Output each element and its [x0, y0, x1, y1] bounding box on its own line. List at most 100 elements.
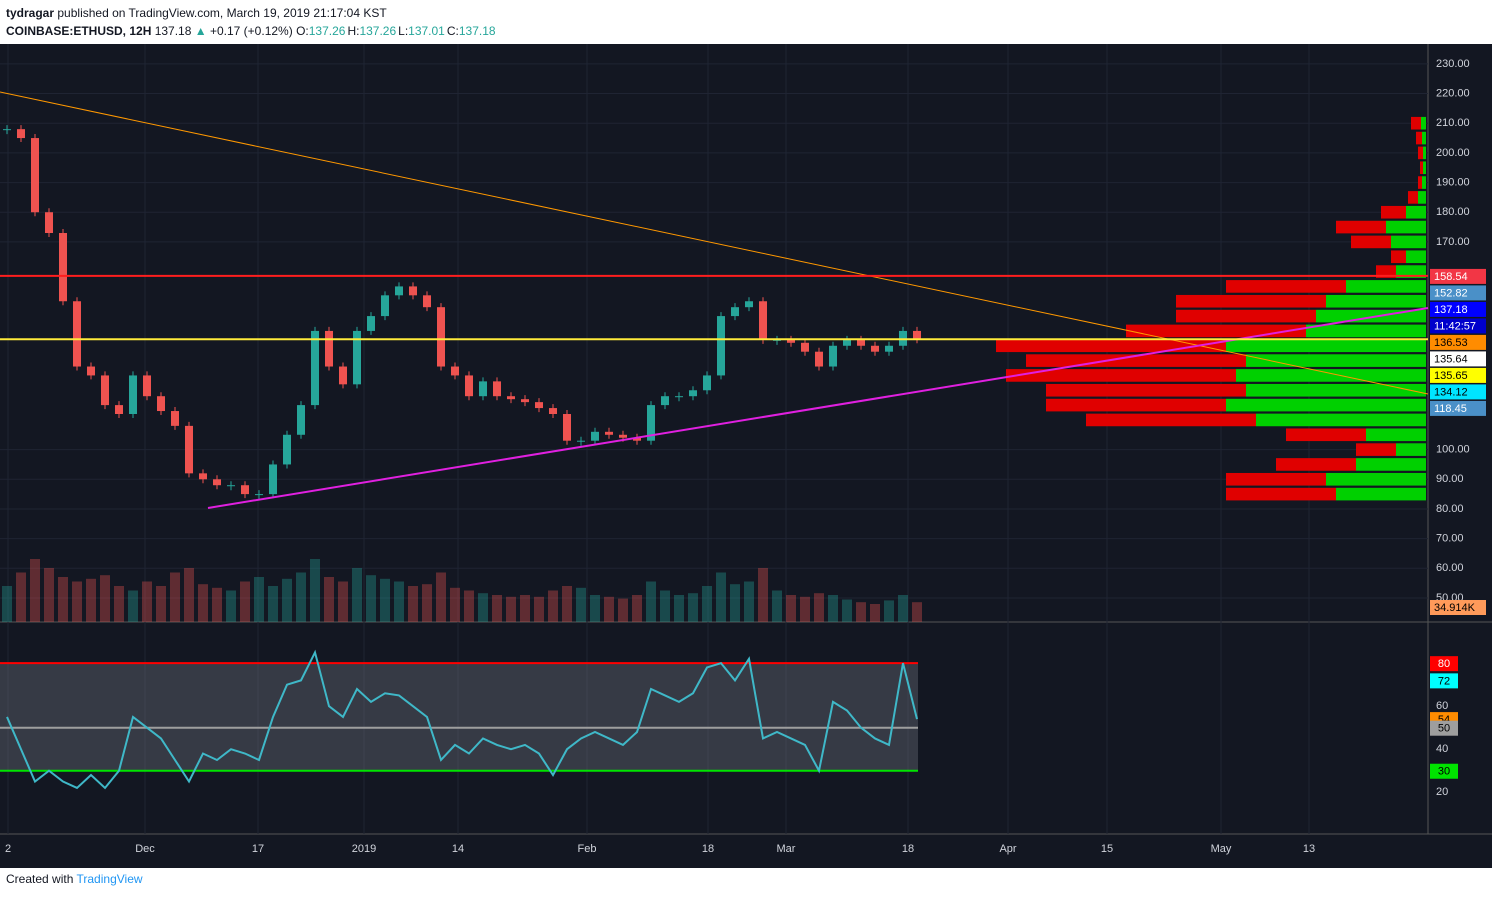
profile-down — [1176, 309, 1316, 323]
candle — [843, 339, 851, 346]
volume-bar — [310, 559, 320, 622]
candle — [73, 301, 81, 367]
volume-bar — [240, 581, 250, 622]
candle — [871, 345, 879, 352]
profile-down — [1126, 324, 1306, 338]
candle — [311, 330, 319, 406]
symbol-line: COINBASE:ETHUSD, 12H 137.18 ▲ +0.17 (+0.… — [6, 22, 498, 40]
rsi-label-bg — [1430, 720, 1458, 736]
volume-bar — [772, 590, 782, 622]
candle — [129, 375, 137, 415]
chart: 50.0060.0070.0080.0090.00100.00170.00180… — [0, 44, 1492, 868]
profile-down — [1391, 250, 1406, 264]
profile-up — [1423, 161, 1426, 175]
candle — [297, 405, 305, 435]
y-tick-label: 60.00 — [1436, 562, 1464, 574]
candle — [381, 295, 389, 317]
price-label-bg — [1430, 600, 1486, 615]
candle — [17, 129, 25, 139]
volume-bar — [352, 568, 362, 622]
profile-up — [1423, 146, 1426, 160]
volume-bar — [16, 572, 26, 622]
profile-up — [1306, 324, 1426, 338]
volume-bar — [688, 593, 698, 622]
candle — [353, 330, 361, 385]
candle — [45, 212, 53, 234]
candle — [185, 425, 193, 474]
profile-down — [1046, 398, 1226, 412]
candle — [801, 342, 809, 352]
profile-down — [1176, 294, 1326, 308]
ohlc-key: L: — [398, 24, 409, 38]
volume-bar — [366, 575, 376, 622]
volume-bar — [58, 577, 68, 622]
profile-up — [1336, 487, 1426, 501]
change: +0.17 (+0.12%) — [209, 24, 293, 38]
profile-up — [1421, 116, 1426, 130]
profile-down — [1226, 472, 1326, 486]
volume-bar — [44, 568, 54, 622]
volume-bar — [828, 595, 838, 622]
price-label-bg — [1430, 301, 1486, 317]
author: tydragar — [6, 6, 55, 20]
volume-bar — [660, 590, 670, 622]
volume-bar — [702, 586, 712, 622]
rsi-label-bg — [1430, 673, 1458, 689]
trendline — [0, 91, 1429, 395]
volume-bar — [646, 581, 656, 622]
volume-bar — [338, 581, 348, 622]
symbol: COINBASE:ETHUSD, 12H — [6, 24, 152, 38]
ohlc-value: 137.26 — [359, 24, 397, 38]
footer: Created with TradingView — [6, 872, 143, 886]
volume-bar — [114, 586, 124, 622]
volume-bar — [618, 598, 628, 622]
header: tydragar published on TradingView.com, M… — [6, 4, 498, 40]
profile-down — [1226, 487, 1336, 501]
candle — [87, 366, 95, 376]
profile-up — [1391, 235, 1426, 249]
candle — [815, 351, 823, 367]
volume-bar — [856, 602, 866, 622]
y-tick-label: 220.00 — [1436, 87, 1470, 99]
volume-bar — [548, 590, 558, 622]
profile-up — [1246, 383, 1426, 397]
volume-bar — [716, 572, 726, 622]
price-label-bg — [1430, 367, 1486, 383]
candle — [731, 307, 739, 317]
candle — [479, 381, 487, 397]
profile-down — [1381, 205, 1406, 219]
volume-bar — [786, 595, 796, 622]
x-tick-label: 15 — [1101, 843, 1113, 855]
x-tick-label: 14 — [452, 843, 464, 855]
profile-up — [1256, 413, 1426, 427]
volume-bar — [870, 604, 880, 622]
ohlc-value: 137.01 — [408, 24, 445, 38]
x-tick-label: Mar — [777, 843, 796, 855]
candle — [591, 431, 599, 441]
candle — [227, 485, 235, 487]
ohlc-key: O: — [296, 24, 309, 38]
profile-up — [1236, 369, 1426, 382]
profile-up — [1326, 472, 1426, 486]
candle — [913, 330, 921, 340]
candle — [521, 399, 529, 403]
volume-bar — [436, 572, 446, 622]
rsi-label: 80 — [1438, 658, 1450, 670]
candle — [619, 434, 627, 438]
profile-down — [1418, 176, 1422, 189]
profile-down — [1351, 235, 1391, 249]
candle — [101, 375, 109, 406]
candle — [787, 339, 795, 343]
price: 137.18 — [154, 24, 192, 38]
price-label-bg — [1430, 334, 1486, 350]
volume-bar — [898, 595, 908, 622]
ohlc-key: H: — [347, 24, 360, 38]
candle — [213, 479, 221, 486]
published: published on TradingView.com, March 19, … — [57, 6, 387, 20]
profile-up — [1226, 339, 1426, 353]
rsi-label-bg — [1430, 763, 1458, 779]
volume-bar — [212, 587, 222, 622]
price-label: 134.12 — [1434, 386, 1468, 398]
x-tick-label: Feb — [578, 843, 597, 855]
candle — [3, 129, 11, 131]
